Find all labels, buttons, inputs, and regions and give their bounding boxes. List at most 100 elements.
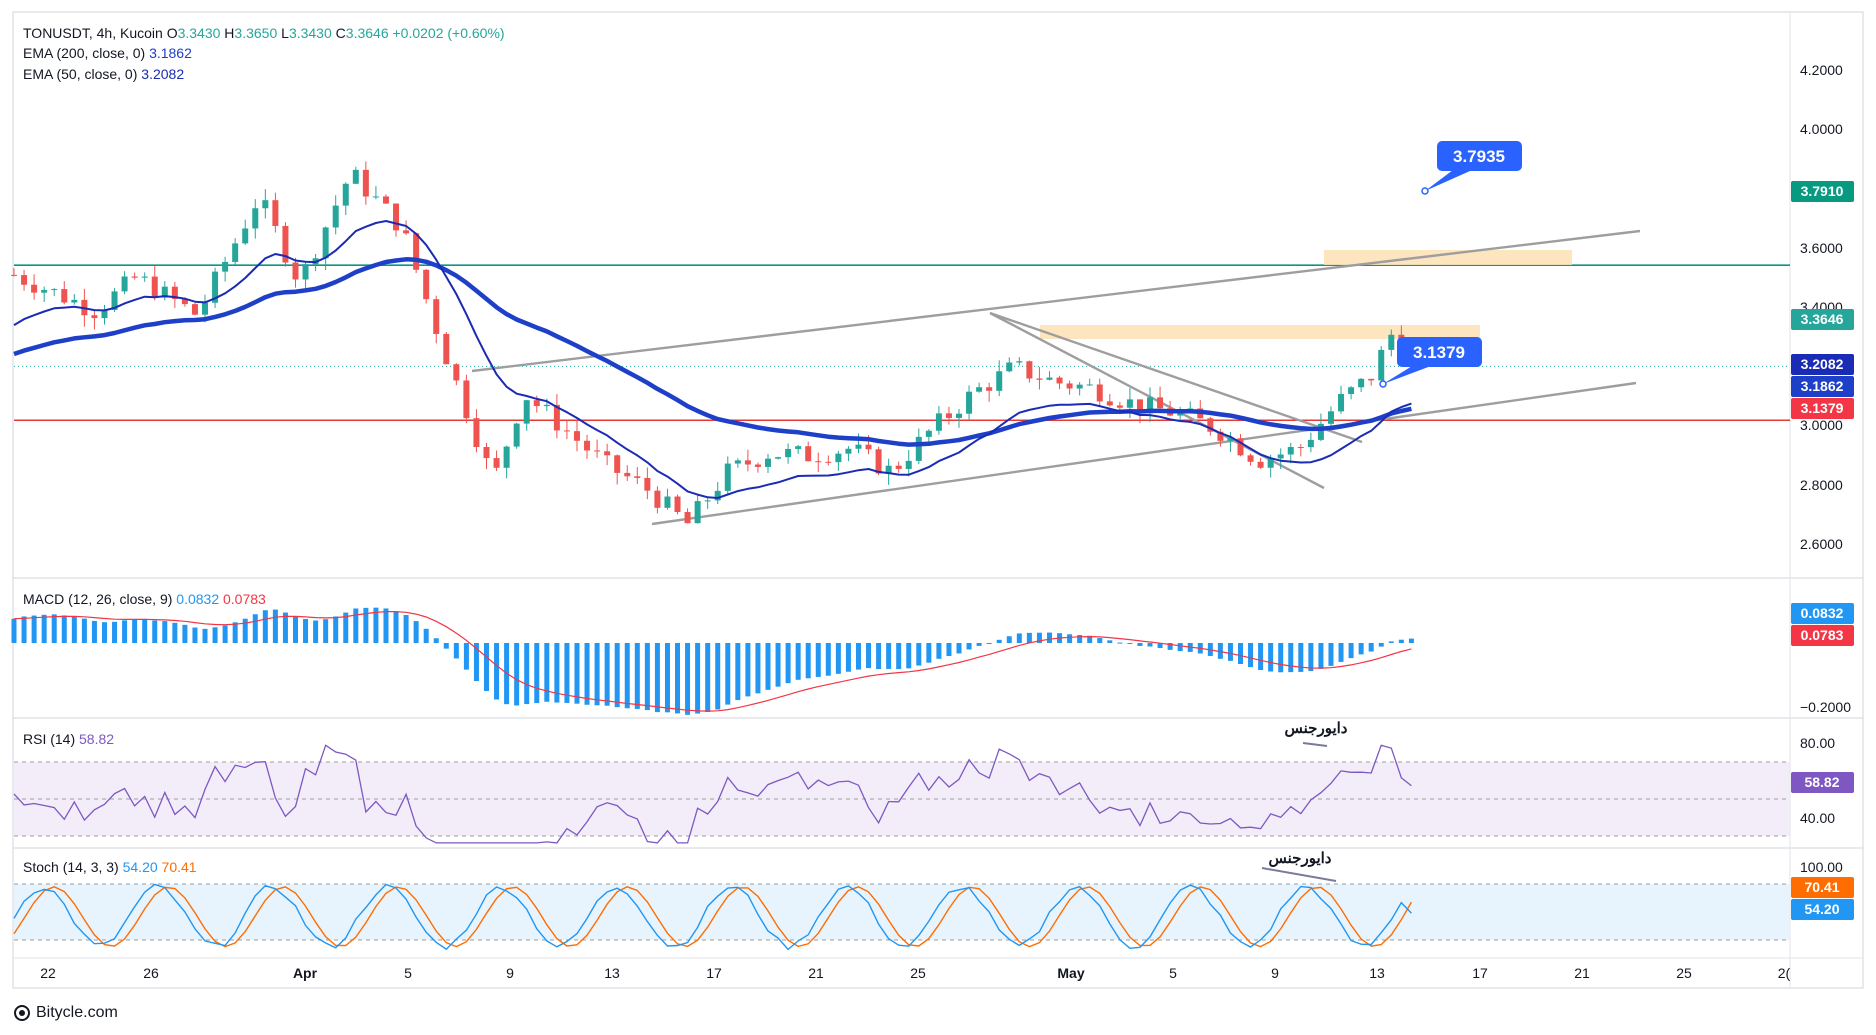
candle[interactable] <box>734 458 741 468</box>
macd-bar[interactable] <box>825 643 831 676</box>
macd-bar[interactable] <box>1298 643 1304 672</box>
macd-bar[interactable] <box>333 616 339 643</box>
macd-bar[interactable] <box>1388 641 1394 643</box>
macd-bar[interactable] <box>1227 643 1233 661</box>
stoch-divergence-line[interactable] <box>1261 867 1337 882</box>
candle[interactable] <box>584 434 591 459</box>
candle[interactable] <box>272 192 279 233</box>
macd-bar[interactable] <box>1137 643 1143 646</box>
macd-bar[interactable] <box>373 607 379 643</box>
candle[interactable] <box>1197 400 1204 419</box>
macd-bar[interactable] <box>1127 643 1133 644</box>
candle[interactable] <box>191 303 198 316</box>
candle[interactable] <box>121 271 128 295</box>
candle[interactable] <box>895 461 902 473</box>
macd-bar[interactable] <box>936 643 942 659</box>
channel-upper-line[interactable] <box>471 229 1641 373</box>
candle[interactable] <box>332 195 339 235</box>
candle[interactable] <box>11 268 17 277</box>
macd-bar[interactable] <box>1398 639 1404 643</box>
macd-bar[interactable] <box>705 643 711 713</box>
candle[interactable] <box>212 267 219 308</box>
candle[interactable] <box>262 189 269 219</box>
macd-bar[interactable] <box>1288 643 1294 673</box>
candle[interactable] <box>966 385 973 420</box>
macd-bar[interactable] <box>564 643 570 703</box>
candle[interactable] <box>131 272 138 280</box>
macd-bar[interactable] <box>132 619 138 643</box>
candle[interactable] <box>1338 385 1345 414</box>
candle[interactable] <box>151 265 158 301</box>
macd-bar[interactable] <box>996 639 1002 643</box>
macd-bar[interactable] <box>1248 643 1254 668</box>
macd-bar[interactable] <box>1177 643 1183 652</box>
candle[interactable] <box>694 494 701 524</box>
candle[interactable] <box>242 219 249 245</box>
macd-bar[interactable] <box>323 619 329 643</box>
macd-bar[interactable] <box>31 615 37 643</box>
candle[interactable] <box>413 232 420 274</box>
candle[interactable] <box>302 261 309 291</box>
candle[interactable] <box>624 465 631 481</box>
macd-bar[interactable] <box>1308 643 1314 672</box>
candle[interactable] <box>1157 386 1164 409</box>
candle[interactable] <box>744 449 751 472</box>
candle[interactable] <box>443 331 450 365</box>
candle[interactable] <box>644 467 651 500</box>
macd-bar[interactable] <box>795 643 801 680</box>
macd-bar[interactable] <box>986 643 992 644</box>
macd-bar[interactable] <box>976 643 982 646</box>
macd-bar[interactable] <box>715 643 721 710</box>
macd-bar[interactable] <box>755 643 761 694</box>
candle[interactable] <box>61 281 68 305</box>
candle[interactable] <box>654 486 661 514</box>
macd-bar[interactable] <box>644 643 650 711</box>
macd-bar[interactable] <box>383 608 389 643</box>
candle[interactable] <box>935 406 942 435</box>
candle[interactable] <box>91 309 98 330</box>
candle[interactable] <box>423 269 430 304</box>
supply-zone[interactable] <box>1324 250 1572 265</box>
candle[interactable] <box>845 446 852 462</box>
candle[interactable] <box>815 452 822 472</box>
candle[interactable] <box>493 450 500 471</box>
macd-bar[interactable] <box>1147 643 1153 647</box>
macd-bar[interactable] <box>1328 643 1334 666</box>
macd-bar[interactable] <box>172 622 178 643</box>
macd-bar[interactable] <box>423 628 429 643</box>
macd-bar[interactable] <box>1117 642 1123 644</box>
macd-bar[interactable] <box>51 614 57 643</box>
macd-bar[interactable] <box>524 643 530 705</box>
macd-bar[interactable] <box>212 627 218 643</box>
candle[interactable] <box>453 363 460 386</box>
macd-bar[interactable] <box>252 614 258 643</box>
macd-bar[interactable] <box>946 643 952 657</box>
macd-bar[interactable] <box>735 643 741 701</box>
candle[interactable] <box>352 166 359 185</box>
macd-bar[interactable] <box>916 643 922 666</box>
ema50-line[interactable] <box>13 220 1412 499</box>
macd-bar[interactable] <box>775 643 781 687</box>
candle[interactable] <box>523 399 530 431</box>
candle[interactable] <box>1237 434 1244 457</box>
macd-bar[interactable] <box>1408 638 1414 643</box>
candle[interactable] <box>513 422 520 449</box>
macd-bar[interactable] <box>815 643 821 677</box>
macd-bar[interactable] <box>624 643 630 709</box>
macd-bar[interactable] <box>91 620 97 643</box>
wedge-top-line[interactable] <box>989 311 1363 444</box>
macd-bar[interactable] <box>1318 643 1324 669</box>
candle[interactable] <box>1086 378 1093 386</box>
macd-bar[interactable] <box>494 643 500 700</box>
candle[interactable] <box>835 450 842 471</box>
candle[interactable] <box>976 382 983 393</box>
macd-bar[interactable] <box>554 643 560 703</box>
macd-bar[interactable] <box>1026 632 1032 643</box>
macd-bar[interactable] <box>1157 643 1163 648</box>
channel-lower-line[interactable] <box>651 381 1637 526</box>
macd-bar[interactable] <box>574 643 580 704</box>
macd-bar[interactable] <box>654 643 660 713</box>
macd-bar[interactable] <box>463 643 469 670</box>
candle[interactable] <box>222 256 229 282</box>
macd-bar[interactable] <box>966 643 972 650</box>
